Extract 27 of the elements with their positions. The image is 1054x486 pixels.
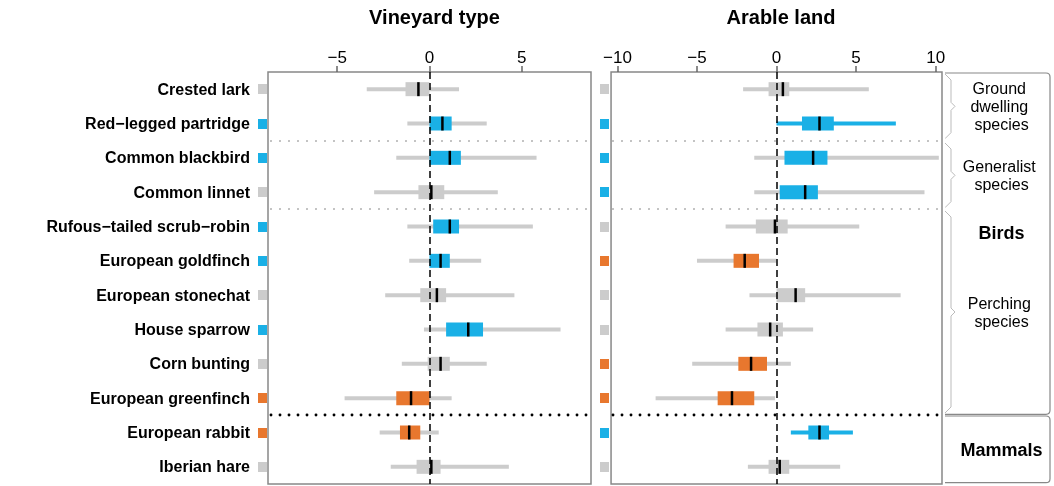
y-tick-label: European greenfinch	[89, 389, 250, 407]
y-tick-label: European rabbit	[127, 424, 251, 441]
x-tick-label: 5	[851, 48, 861, 67]
y-tick-label: European goldfinch	[99, 252, 250, 270]
x-tick-label: 0	[424, 48, 435, 67]
x-tick-label: 10	[926, 48, 946, 67]
y-tick-label: Common linnet	[133, 183, 251, 201]
text: Perching species	[967, 294, 1036, 330]
chart-title: Vineyard type	[369, 6, 500, 28]
x-tick-label: 0	[771, 48, 782, 67]
text: Mammals	[960, 439, 1043, 460]
x-tick-label: −10	[603, 48, 632, 67]
y-tick-label: European stonechat	[96, 286, 251, 304]
x-tick-label: −5	[327, 48, 347, 67]
chart-title: Arable land	[726, 6, 836, 28]
text: Generalist species	[962, 157, 1041, 193]
y-tick-label: Iberian hare	[159, 458, 251, 476]
y-tick-label: Corn bunting	[149, 355, 250, 373]
x-tick-label: −5	[687, 48, 707, 67]
text: Birds	[978, 223, 1025, 244]
y-tick-label: Red−legged partridge	[85, 115, 251, 132]
text: Ground dwelling species	[970, 79, 1033, 133]
y-tick-label: Common blackbird	[105, 149, 250, 167]
y-tick-label: House sparrow	[134, 321, 251, 338]
y-tick-label: Rufous−tailed scrub−robin	[46, 218, 250, 235]
x-tick-label: 5	[517, 48, 527, 67]
y-tick-label: Crested lark	[157, 80, 251, 98]
